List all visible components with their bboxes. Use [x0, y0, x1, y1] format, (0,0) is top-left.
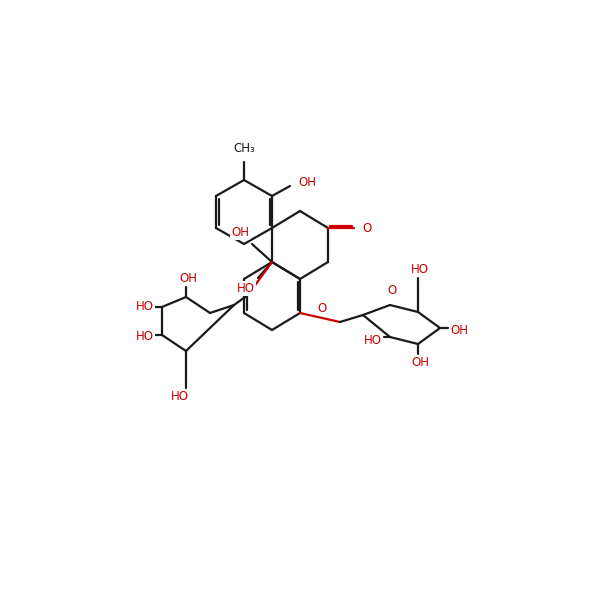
Text: OH: OH — [231, 226, 249, 239]
Text: OH: OH — [411, 356, 429, 369]
Text: HO: HO — [364, 335, 382, 347]
Text: HO: HO — [136, 331, 154, 343]
Text: HO: HO — [237, 282, 255, 295]
Text: HO: HO — [411, 263, 429, 276]
Text: HO: HO — [136, 301, 154, 313]
Text: CH₃: CH₃ — [233, 142, 255, 155]
Text: HO: HO — [171, 390, 189, 403]
Text: OH: OH — [450, 323, 468, 337]
Text: OH: OH — [179, 272, 197, 285]
Text: O: O — [388, 284, 397, 297]
Text: OH: OH — [298, 176, 316, 190]
Text: O: O — [362, 221, 371, 235]
Text: O: O — [317, 302, 326, 316]
